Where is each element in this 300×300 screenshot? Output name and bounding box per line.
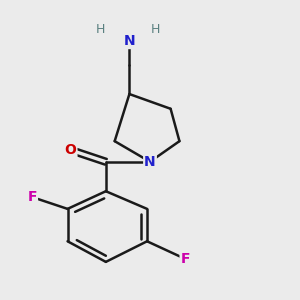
Text: N: N bbox=[144, 155, 156, 169]
Text: F: F bbox=[181, 252, 190, 266]
Text: H: H bbox=[151, 23, 160, 36]
Text: H: H bbox=[95, 23, 105, 36]
Text: N: N bbox=[124, 34, 135, 48]
Text: O: O bbox=[64, 143, 76, 157]
Text: F: F bbox=[28, 190, 37, 204]
